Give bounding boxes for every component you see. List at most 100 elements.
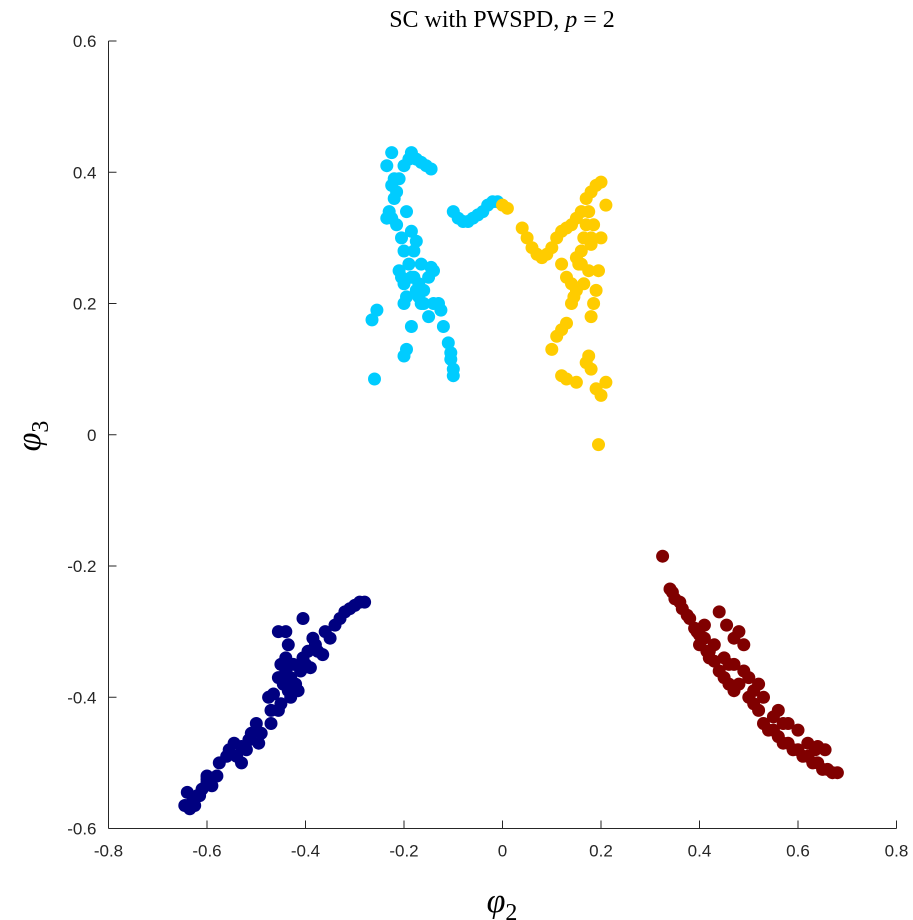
data-point: [584, 231, 598, 245]
y-axis-label-text: φ3: [11, 421, 54, 452]
data-point: [656, 549, 670, 563]
series-4: [656, 549, 844, 780]
x-tick-label: 0: [498, 842, 507, 861]
y-axis-ticks: -0.6 -0.4 -0.2 0 0.2 0.4 0.6: [67, 32, 117, 839]
data-point: [274, 657, 288, 671]
y-tick-label: -0.4: [67, 688, 96, 707]
data-point: [404, 224, 418, 238]
data-point: [303, 661, 317, 675]
data-points: [178, 146, 844, 816]
data-point: [380, 159, 394, 173]
y-tick-label: 0.4: [73, 163, 97, 182]
data-point: [436, 320, 450, 333]
x-tick-label: 0.6: [786, 842, 810, 861]
data-point: [446, 362, 460, 376]
data-point: [397, 297, 411, 310]
x-tick-label: -0.6: [192, 842, 221, 861]
data-point: [574, 257, 588, 271]
data-point: [400, 342, 413, 356]
data-point: [434, 303, 448, 317]
data-point: [683, 612, 697, 625]
data-point: [742, 671, 756, 685]
x-tick-label: -0.8: [94, 842, 123, 861]
data-point: [707, 654, 721, 668]
data-point: [584, 310, 598, 324]
x-tick-label: -0.4: [291, 842, 320, 861]
data-point: [424, 162, 438, 176]
data-point: [697, 618, 711, 632]
data-point: [818, 743, 832, 757]
x-tick-label: 0.8: [885, 842, 909, 861]
data-point: [587, 297, 601, 310]
chart-title: SC with PWSPD, p = 2: [389, 7, 615, 33]
data-point: [500, 201, 514, 215]
data-point: [281, 638, 295, 652]
data-point: [444, 346, 458, 360]
data-point: [592, 264, 605, 278]
data-point: [392, 172, 406, 186]
data-point: [407, 270, 421, 284]
data-point: [279, 625, 293, 639]
data-point: [752, 703, 766, 717]
data-point: [560, 316, 573, 330]
data-point: [404, 320, 418, 333]
data-point: [402, 257, 416, 271]
data-point: [515, 221, 529, 235]
data-point: [385, 146, 399, 160]
y-tick-label: 0.6: [73, 32, 97, 51]
data-point: [400, 205, 413, 219]
data-point: [594, 388, 608, 402]
series-1: [178, 595, 372, 816]
y-tick-label: 0.2: [73, 295, 97, 314]
data-point: [594, 231, 608, 245]
data-point: [417, 297, 431, 310]
data-point: [808, 743, 822, 757]
y-tick-label: 0: [87, 426, 96, 445]
data-point: [693, 638, 706, 652]
data-point: [239, 743, 253, 757]
data-point: [569, 375, 583, 389]
data-point: [757, 690, 770, 704]
data-point: [732, 625, 746, 639]
data-point: [771, 703, 785, 717]
data-point: [358, 595, 372, 609]
data-point: [188, 799, 202, 812]
data-point: [520, 231, 534, 245]
data-point: [702, 644, 716, 658]
data-point: [414, 257, 428, 271]
data-point: [296, 612, 310, 625]
data-point: [178, 799, 192, 812]
data-point: [560, 270, 573, 284]
data-point: [441, 336, 455, 350]
data-point: [712, 605, 726, 619]
data-point: [791, 723, 805, 737]
data-point: [577, 277, 591, 291]
data-point: [392, 264, 406, 278]
data-point: [555, 369, 569, 383]
data-point: [427, 264, 440, 278]
data-point: [180, 785, 194, 799]
y-axis-label: φ3: [11, 421, 54, 452]
x-tick-label: 0.4: [688, 842, 712, 861]
data-point: [368, 372, 381, 386]
data-point: [249, 717, 263, 730]
data-point: [244, 726, 258, 740]
data-point: [235, 756, 248, 770]
data-point: [193, 789, 207, 803]
data-point: [212, 756, 226, 770]
data-point: [200, 776, 214, 790]
data-point: [264, 717, 278, 730]
y-tick-label: -0.6: [67, 820, 96, 839]
data-point: [582, 205, 596, 219]
data-point: [592, 438, 605, 452]
data-point: [781, 717, 795, 730]
data-point: [395, 231, 408, 245]
x-axis-ticks: -0.8 -0.6 -0.4 -0.2 0 0.2 0.4 0.6 0.8: [94, 820, 909, 861]
data-point: [316, 648, 330, 662]
data-point: [210, 769, 224, 783]
data-point: [599, 198, 613, 212]
x-axis-label-text: φ2: [487, 883, 518, 920]
data-point: [409, 283, 423, 297]
data-point: [274, 697, 288, 711]
